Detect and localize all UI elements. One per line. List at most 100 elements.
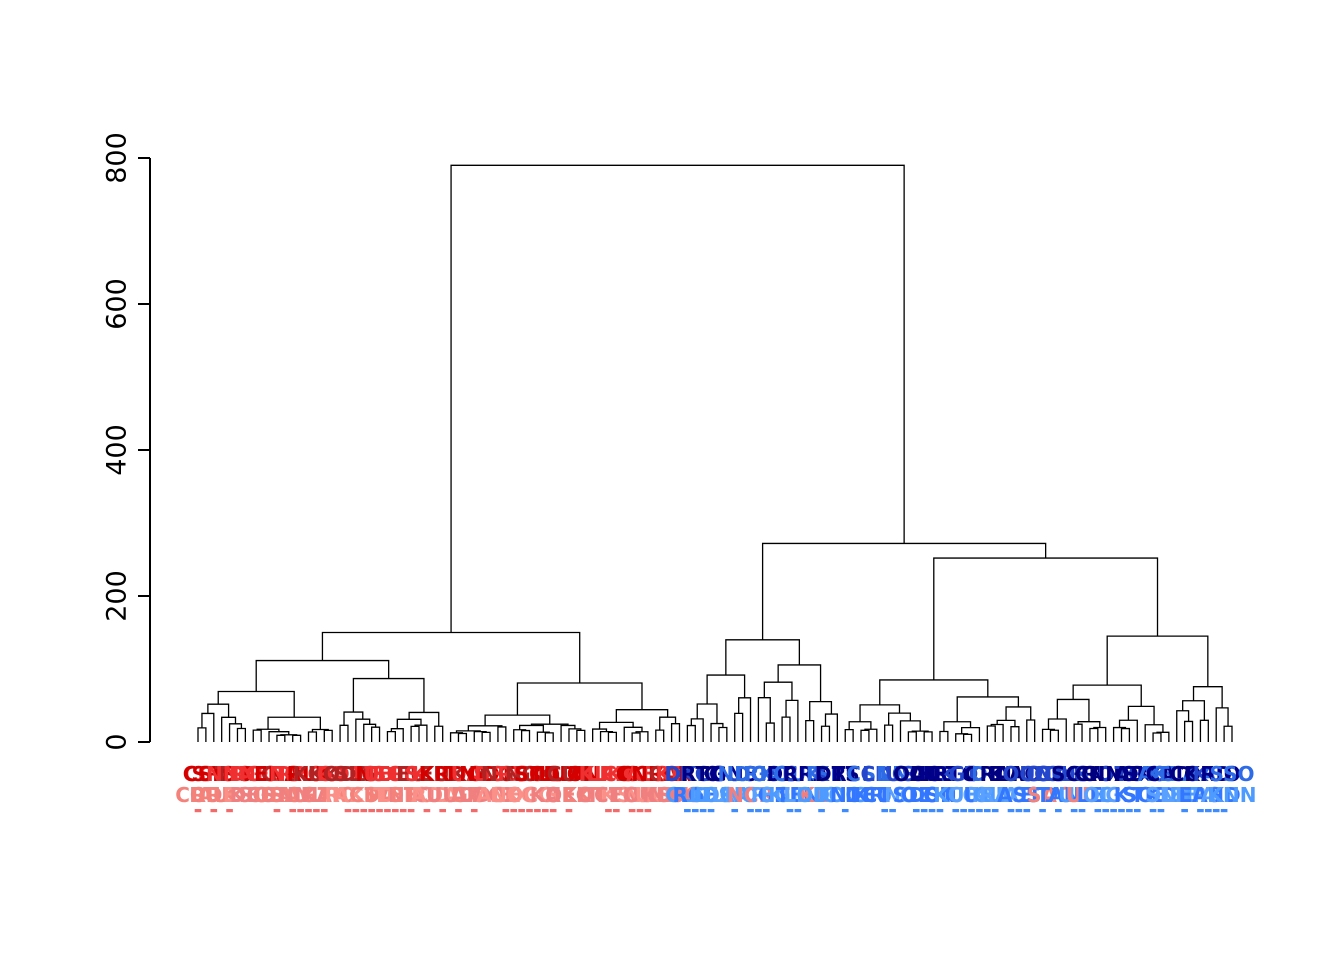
leaf-label-row2: G xyxy=(300,783,316,807)
leaf-label-underscore xyxy=(1110,809,1117,813)
leaf-label-underscore xyxy=(368,809,375,813)
leaf-label-row2: EL xyxy=(982,783,1009,807)
leaf-label-row2: E xyxy=(1186,783,1200,807)
leaf-label-row2: NT xyxy=(625,783,656,807)
dendrogram-merge xyxy=(781,716,791,742)
leaf-label-row2: T xyxy=(365,783,379,807)
dendrogram-merge xyxy=(544,732,554,742)
leaf-label-row1: DSD xyxy=(474,762,522,786)
leaf-label-row1: K xyxy=(451,762,468,786)
leaf-label-row1: CNO xyxy=(860,762,908,786)
dendrogram-merge xyxy=(986,725,996,742)
dendrogram-merge xyxy=(352,677,425,713)
leaf-label-underscore xyxy=(1055,809,1062,813)
leaf-label-row1: TN xyxy=(570,762,600,786)
leaf-label-row1: NDO xyxy=(717,762,767,786)
leaf-label-underscore xyxy=(991,809,999,813)
dendrogram-merge xyxy=(670,723,681,742)
leaf-label-row2: KR xyxy=(853,783,884,807)
leaf-label-row2: KUE xyxy=(933,783,978,807)
leaf-label-row2: ULL xyxy=(635,783,677,807)
dendrogram-merge xyxy=(1093,726,1107,742)
leaf-label-row1: GO xyxy=(1081,762,1114,786)
dendrogram-merge xyxy=(1183,720,1194,742)
leaf-label-row2: EGL xyxy=(761,783,804,807)
dendrogram-merge xyxy=(1127,705,1155,725)
leaf-label-row1: E xyxy=(988,762,1002,786)
leaf-label-row1: DC xyxy=(766,762,797,786)
leaf-label-row2: UK xyxy=(545,783,578,807)
leaf-label-row1: KG xyxy=(679,762,711,786)
leaf-label-row1: UA xyxy=(451,762,483,786)
dendrogram-merge xyxy=(1176,710,1190,742)
leaf-label-underscore xyxy=(786,809,794,813)
leaf-label-underscore xyxy=(297,809,304,813)
leaf-label-row2: ND xyxy=(1207,783,1240,807)
leaf-label-row2: UUD xyxy=(426,783,475,807)
leaf-label-row1: D xyxy=(971,762,988,786)
leaf-label-row2: C xyxy=(822,783,837,807)
dendrogram-merge xyxy=(607,731,617,742)
leaf-label-row2: K xyxy=(1208,783,1225,807)
leaf-label-row1: C xyxy=(964,762,979,786)
leaf-label-row1: O xyxy=(616,762,633,786)
leaf-label-row2: D xyxy=(434,783,451,807)
leaf-label-underscore xyxy=(952,809,960,813)
leaf-label-row1: AN xyxy=(995,762,1027,786)
leaf-label-row2: T xyxy=(1130,783,1144,807)
dendrogram-merge xyxy=(236,727,247,742)
dendrogram-merge xyxy=(481,731,491,742)
leaf-label-row2: T xyxy=(594,783,608,807)
leaf-label-row1: CSN xyxy=(183,762,229,786)
leaf-label-row2: K xyxy=(467,783,484,807)
dendrogram-merge xyxy=(848,721,872,730)
leaf-label-row2: T xyxy=(317,783,331,807)
leaf-label-underscore xyxy=(912,809,920,813)
dendrogram-merge xyxy=(217,690,295,718)
dendrogram-merge xyxy=(615,709,669,723)
leaf-label-underscore xyxy=(376,809,383,813)
leaf-label-row1: SER xyxy=(405,762,448,786)
leaf-label-underscore xyxy=(699,809,707,813)
y-axis: 0 200 400 600 800 xyxy=(101,132,151,751)
leaf-label-row1: GDT xyxy=(467,762,514,786)
leaf-label-row1: D xyxy=(1113,762,1130,786)
leaf-label-row1: GT xyxy=(909,762,939,786)
leaf-label-row2: NNL xyxy=(648,783,694,807)
leaf-label-row1: G xyxy=(261,762,277,786)
dendrogram-merge xyxy=(879,679,989,705)
leaf-label-row2: D xyxy=(379,783,396,807)
leaf-label-row2: OR xyxy=(703,783,735,807)
leaf-label-underscore xyxy=(881,809,889,813)
leaf-label-underscore xyxy=(549,809,557,813)
leaf-label-row2: R xyxy=(324,783,339,807)
leaf-label-row2: EUS xyxy=(863,783,907,807)
leaf-label-row2: U xyxy=(963,783,979,807)
dendrogram-merge xyxy=(1047,718,1067,742)
leaf-label-row2: TNU xyxy=(609,783,656,807)
dendrogram-merge xyxy=(943,721,972,732)
dendrogram-merge xyxy=(761,542,1047,640)
leaf-label-row1: LRR xyxy=(587,762,631,786)
dendrogram-merge xyxy=(899,720,921,742)
leaf-label-row2: KA xyxy=(530,783,561,807)
leaf-label-underscore xyxy=(360,809,368,813)
dendrogram-merge xyxy=(962,733,973,742)
leaf-label-underscore xyxy=(407,809,415,813)
leaf-label-row2: AKT xyxy=(334,783,379,807)
dendrogram-merge xyxy=(655,729,665,742)
dendrogram-merge xyxy=(1026,719,1036,742)
leaf-label-row2: S xyxy=(546,783,560,807)
leaf-label-row1: O xyxy=(1184,762,1201,786)
dendrogram-merge xyxy=(408,711,440,727)
dendrogram-merge xyxy=(568,728,582,742)
dendrogram-merge xyxy=(513,729,527,742)
leaf-label-underscore xyxy=(194,809,202,813)
leaf-label-underscore xyxy=(510,809,518,813)
leaf-label-row1: RD xyxy=(1200,762,1232,786)
dendrogram-merge xyxy=(467,725,503,731)
dendrogram-merge xyxy=(321,631,581,683)
dendrogram-merge xyxy=(763,681,793,701)
leaf-label-row2: CLN xyxy=(665,783,709,807)
leaf-label-row1: O xyxy=(1026,762,1043,786)
